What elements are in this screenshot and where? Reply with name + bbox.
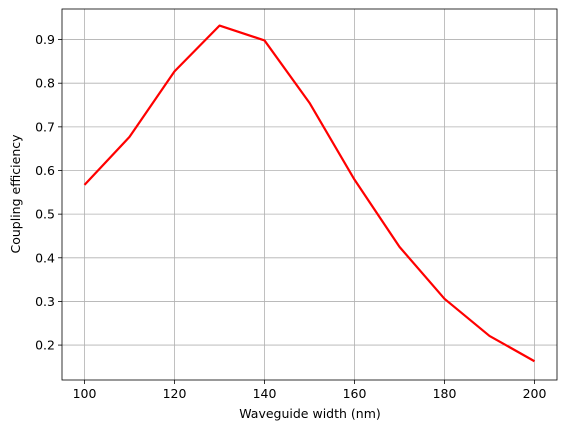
y-tick-label: 0.2 bbox=[35, 338, 55, 353]
y-tick-label: 0.3 bbox=[35, 294, 55, 309]
x-tick-label: 200 bbox=[523, 386, 547, 401]
y-tick-label: 0.8 bbox=[35, 76, 55, 91]
plot-frame bbox=[61, 8, 558, 381]
y-tick-label: 0.5 bbox=[35, 207, 55, 222]
x-tick-label: 140 bbox=[253, 386, 277, 401]
y-tick-label: 0.6 bbox=[35, 163, 55, 178]
y-tick-label: 0.7 bbox=[35, 119, 55, 134]
y-tick-label: 0.9 bbox=[35, 32, 55, 47]
x-tick-label: 160 bbox=[343, 386, 367, 401]
line-series bbox=[83, 24, 536, 363]
x-tick-label: 120 bbox=[163, 386, 187, 401]
x-tick-label: 180 bbox=[433, 386, 457, 401]
x-axis-label: Waveguide width (nm) bbox=[239, 406, 381, 421]
x-tick-label: 100 bbox=[73, 386, 97, 401]
y-tick-label: 0.4 bbox=[35, 250, 55, 265]
y-axis-label: Coupling efficiency bbox=[8, 134, 23, 254]
